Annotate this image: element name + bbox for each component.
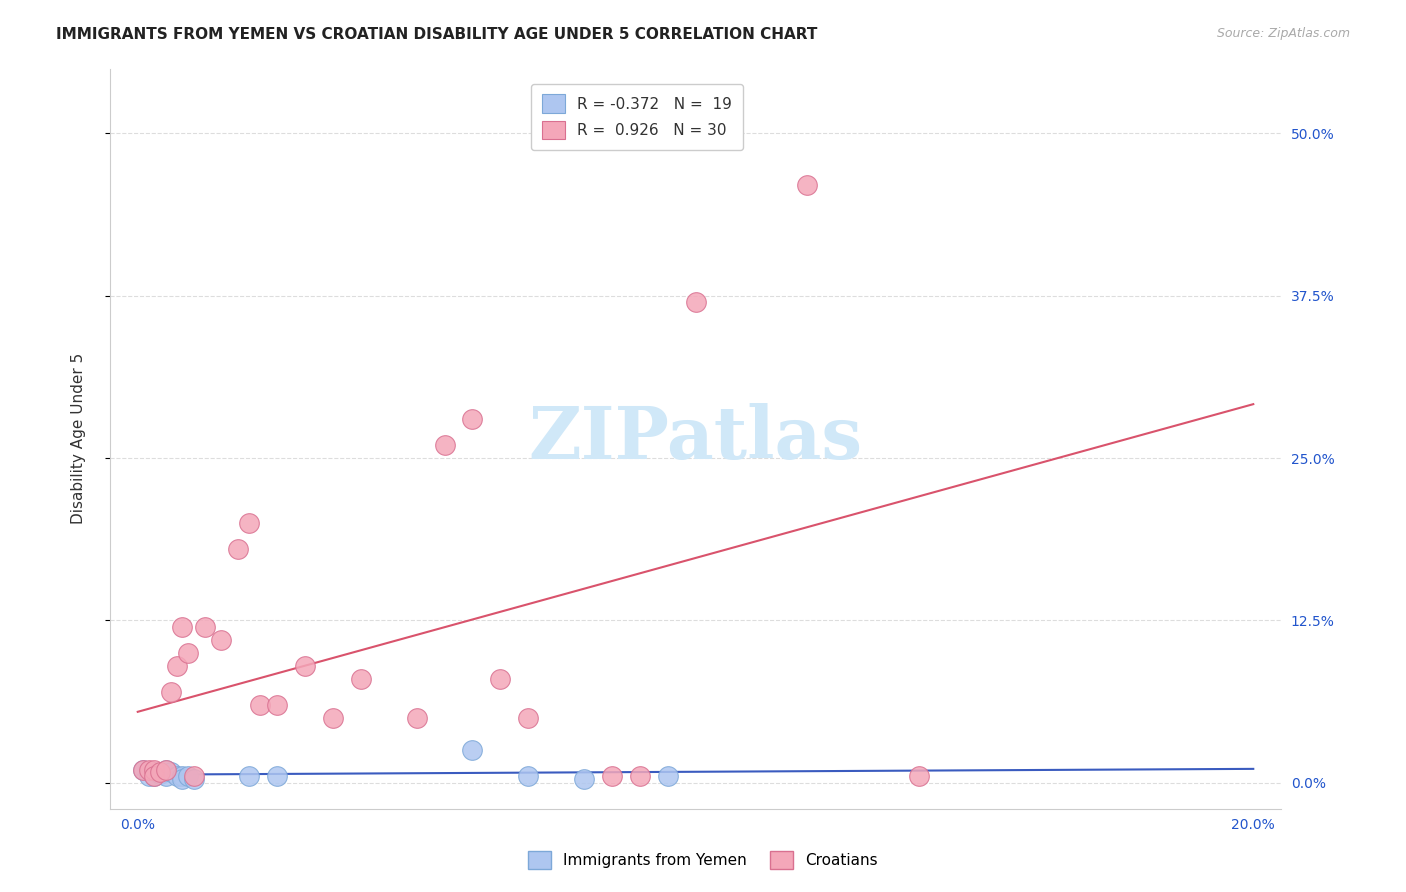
Point xyxy=(461,743,484,757)
Point xyxy=(149,766,172,780)
Point xyxy=(155,769,177,783)
Point xyxy=(238,769,260,783)
Point xyxy=(143,769,166,783)
Point xyxy=(657,769,679,783)
Point xyxy=(266,769,288,783)
Point xyxy=(183,769,205,783)
Point xyxy=(907,769,929,783)
Point xyxy=(166,769,188,783)
Point xyxy=(600,769,623,783)
Point xyxy=(194,620,217,634)
Point xyxy=(138,763,160,777)
Point xyxy=(172,769,194,783)
Point xyxy=(226,541,249,556)
Point xyxy=(489,672,512,686)
Point xyxy=(143,765,166,780)
Point xyxy=(405,711,427,725)
Point xyxy=(160,685,183,699)
Point xyxy=(172,620,194,634)
Legend: R = -0.372   N =  19, R =  0.926   N = 30: R = -0.372 N = 19, R = 0.926 N = 30 xyxy=(531,84,742,150)
Point xyxy=(177,646,200,660)
Point xyxy=(572,772,595,786)
Point xyxy=(517,769,540,783)
Point xyxy=(149,765,172,780)
Point xyxy=(132,763,155,777)
Point xyxy=(796,178,818,193)
Point xyxy=(238,516,260,530)
Legend: Immigrants from Yemen, Croatians: Immigrants from Yemen, Croatians xyxy=(522,845,884,875)
Point xyxy=(685,295,707,310)
Point xyxy=(517,711,540,725)
Point xyxy=(138,769,160,783)
Point xyxy=(294,658,316,673)
Point xyxy=(143,763,166,777)
Point xyxy=(322,711,344,725)
Point xyxy=(160,765,183,780)
Y-axis label: Disability Age Under 5: Disability Age Under 5 xyxy=(72,353,86,524)
Point xyxy=(249,698,271,712)
Point xyxy=(209,632,232,647)
Point xyxy=(132,763,155,777)
Point xyxy=(172,772,194,786)
Point xyxy=(143,769,166,783)
Point xyxy=(433,438,456,452)
Point xyxy=(461,412,484,426)
Text: ZIPatlas: ZIPatlas xyxy=(529,403,862,475)
Point xyxy=(350,672,373,686)
Point xyxy=(155,763,177,777)
Point xyxy=(155,763,177,777)
Point xyxy=(266,698,288,712)
Text: IMMIGRANTS FROM YEMEN VS CROATIAN DISABILITY AGE UNDER 5 CORRELATION CHART: IMMIGRANTS FROM YEMEN VS CROATIAN DISABI… xyxy=(56,27,818,42)
Point xyxy=(628,769,651,783)
Point xyxy=(177,769,200,783)
Point xyxy=(166,658,188,673)
Text: Source: ZipAtlas.com: Source: ZipAtlas.com xyxy=(1216,27,1350,40)
Point xyxy=(183,772,205,786)
